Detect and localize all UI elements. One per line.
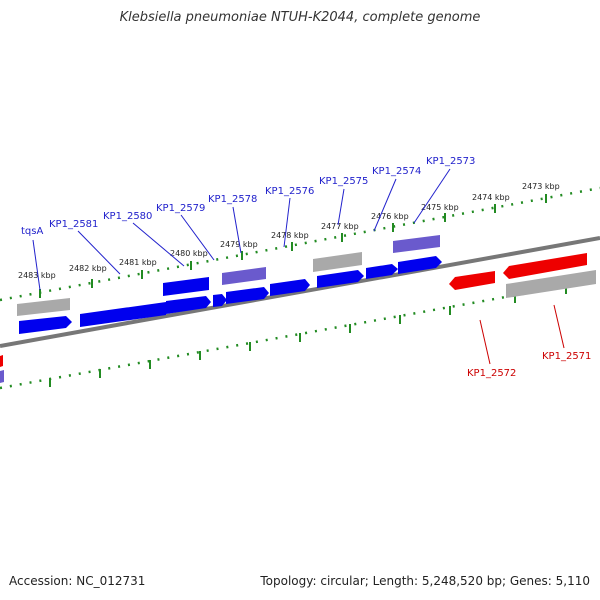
forward-gene[interactable] [19,316,72,334]
gene-label[interactable]: KP1_2572 [467,368,516,379]
tick-label: 2477 kbp [321,222,359,231]
gene-label[interactable]: tqsA [21,226,43,237]
forward-gene[interactable] [80,302,166,327]
forward-gene[interactable] [163,277,209,296]
tick-label: 2473 kbp [522,182,560,191]
forward-gene[interactable] [398,256,442,274]
map-title: Klebsiella pneumoniae NTUH-K2044, comple… [119,10,481,25]
tick-label: 2483 kbp [18,271,56,280]
reverse-gene[interactable] [449,271,495,290]
outer-ruler [0,186,600,302]
reverse-gene-edge[interactable] [0,355,3,367]
forward-gene[interactable] [366,264,398,279]
purple-gene[interactable] [222,267,266,285]
genome-summary-text: Topology: circular; Length: 5,248,520 bp… [260,574,590,588]
outer-major-ticks [39,194,547,298]
tick-label: 2481 kbp [119,258,157,267]
tick-label: 2482 kbp [69,264,107,273]
tick-label: 2475 kbp [421,203,459,212]
gene-label[interactable]: KP1_2574 [372,166,421,177]
purple-gene-edge[interactable] [0,370,4,383]
gene-label[interactable]: KP1_2571 [542,351,591,362]
gene-label[interactable]: KP1_2580 [103,211,152,222]
genome-backbone [0,236,600,348]
gray-gene[interactable] [313,252,362,272]
forward-gene[interactable] [213,294,227,307]
accession-text: Accession: NC_012731 [9,574,146,588]
gene-label[interactable]: KP1_2578 [208,194,257,205]
tick-label: 2476 kbp [371,212,409,221]
gray-gene[interactable] [17,298,70,316]
reverse-label-leaders [479,304,565,365]
gene-label[interactable]: KP1_2576 [265,186,314,197]
forward-gene[interactable] [317,270,364,288]
gene-label[interactable]: KP1_2579 [156,203,205,214]
tick-label: 2480 kbp [170,249,208,258]
forward-label-leaders [32,168,451,291]
forward-gene[interactable] [270,279,310,296]
tick-label: 2478 kbp [271,231,309,240]
gray-gene[interactable] [506,270,596,298]
gene-label[interactable]: KP1_2575 [319,176,368,187]
tick-label: 2479 kbp [220,240,258,249]
forward-gene[interactable] [226,287,269,304]
reverse-gene[interactable] [503,253,587,279]
forward-gene[interactable] [166,296,211,314]
purple-gene[interactable] [393,235,440,253]
gene-label[interactable]: KP1_2573 [426,156,475,167]
tick-label: 2474 kbp [472,193,510,202]
gene-label[interactable]: KP1_2581 [49,219,98,230]
